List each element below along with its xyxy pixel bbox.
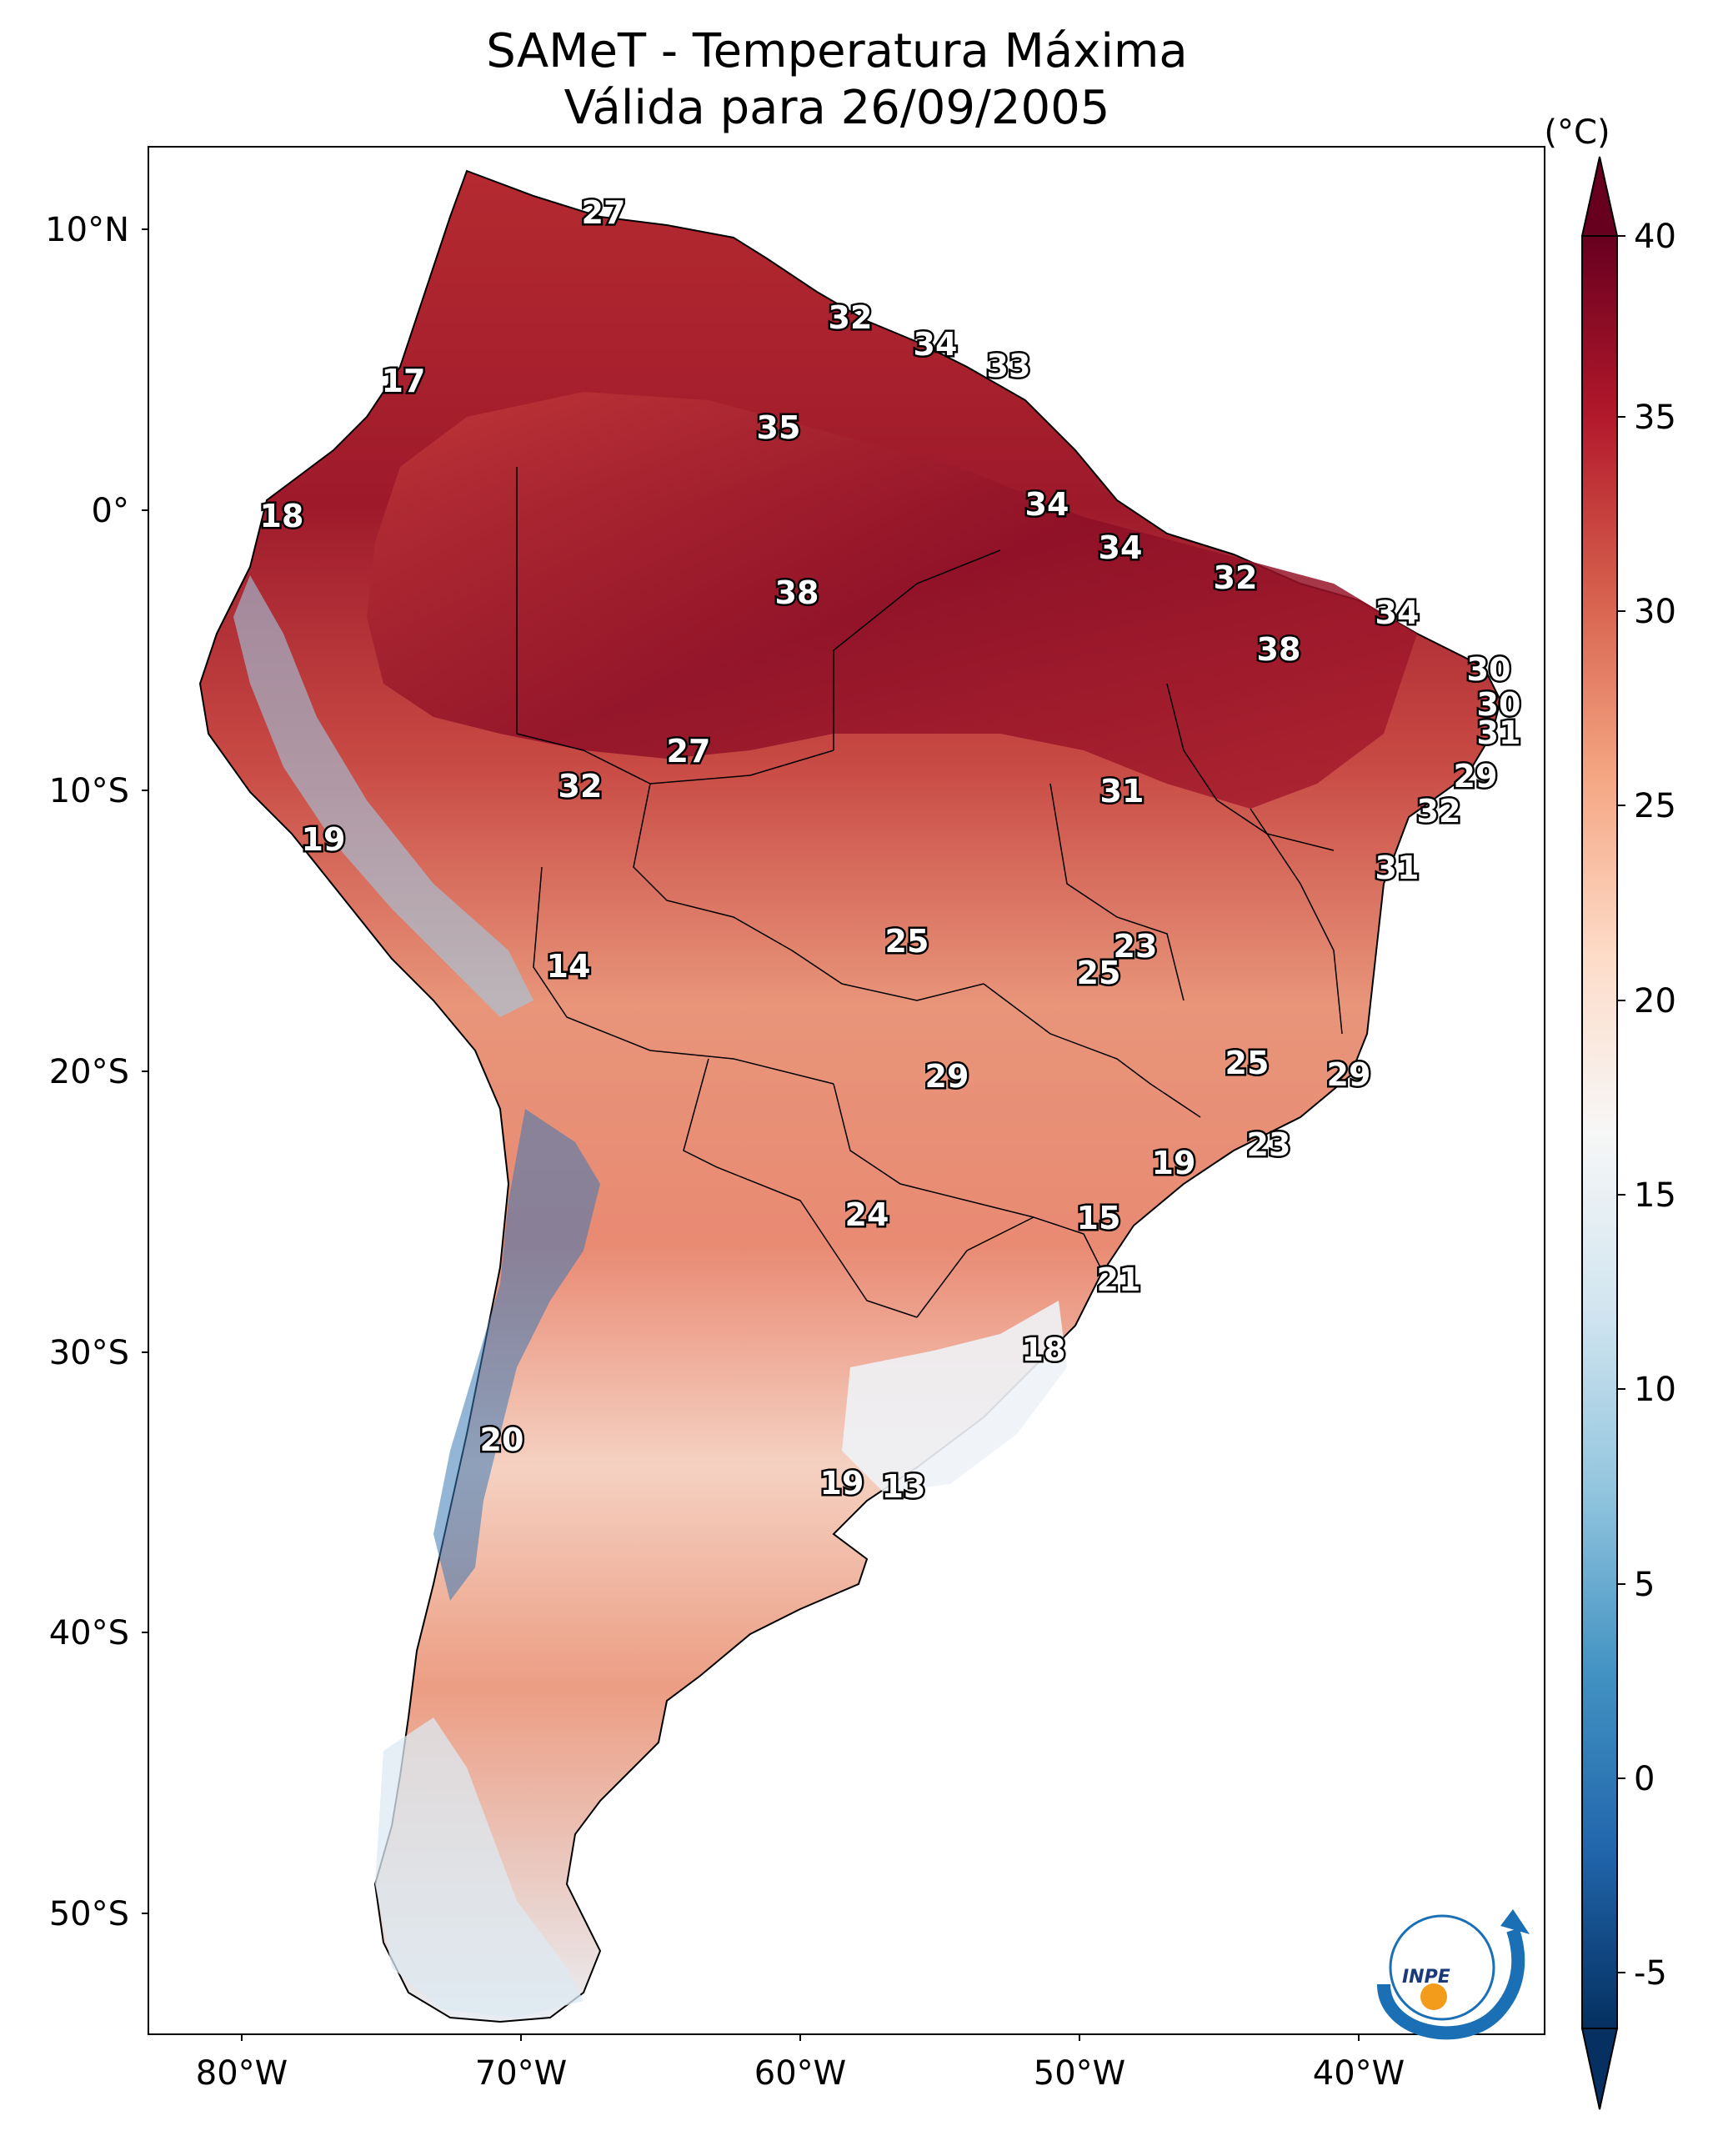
temp-label: 19 [820,1465,864,1502]
colorbar-body [1581,235,1618,2029]
temp-label: 32 [1214,559,1258,596]
temp-label: 18 [1022,1331,1066,1368]
temp-label: 14 [547,948,591,985]
lat-label-30s: 30°S [49,1334,129,1372]
colorbar-tick-label: 25 [1634,787,1676,825]
temp-label: 29 [925,1058,969,1095]
temperature-labels: 27 32 34 33 17 35 18 34 34 32 38 34 38 3… [258,193,1523,1507]
lat-label-10n: 10°N [45,211,129,249]
colorbar-tick-label: 40 [1634,218,1676,256]
temp-label: 30 [1467,651,1511,688]
temp-label: 31 [1375,850,1420,886]
lat-label-0: 0° [92,492,129,530]
temp-label: 35 [757,409,801,446]
logo-text: INPE [1402,1967,1450,1988]
temp-label: 34 [914,326,958,363]
temp-label: 19 [302,821,346,858]
temp-label: 27 [582,194,626,231]
colorbar-unit: (°C) [1544,113,1610,152]
colorbar-top-arrow [1580,156,1619,237]
lon-label-40w: 40°W [1313,2054,1405,2093]
colorbar: (°C) 40 35 30 25 20 15 10 5 0 -5 [1544,113,1676,2110]
colorbar-tick-label: 5 [1634,1566,1655,1604]
colorbar-ticks: 40 35 30 25 20 15 10 5 0 -5 [1617,218,1676,1993]
lat-label-50s: 50°S [49,1895,129,1933]
patagonia-cool [375,1717,584,2018]
temp-label: 15 [1077,1200,1121,1236]
temp-label: 23 [1247,1126,1291,1163]
andes-cool-strip-north [233,575,533,1017]
temp-label: 30 [1477,686,1521,723]
map-title-line2: Válida para 26/09/2005 [564,81,1110,135]
logo-swoosh [1377,1928,1525,2040]
colorbar-tick-label: 0 [1634,1760,1655,1798]
temp-label: 19 [1152,1145,1196,1181]
temp-label: 33 [987,348,1031,384]
temp-label: 23 [1114,928,1158,965]
plot-frame [148,146,1545,2035]
temp-label: 32 [1417,793,1461,830]
temp-label: 34 [1099,529,1143,566]
plot-area [148,147,1545,2034]
lon-label-70w: 70°W [475,2054,567,2093]
inpe-logo: INPE [1377,1909,1530,2040]
temp-label: 32 [558,768,603,805]
temp-label: 29 [1327,1056,1371,1093]
temp-label: 25 [885,923,929,960]
temp-label: 38 [775,574,819,611]
temp-label: 18 [260,498,304,534]
temp-label: 21 [1097,1261,1141,1298]
temp-label: 25 [1225,1045,1270,1081]
temp-label: 20 [480,1421,524,1458]
country-borders [516,467,1343,1318]
temp-label: 31 [1100,773,1144,810]
andes-cool-strip [433,1109,600,1601]
temp-label: 17 [382,363,426,399]
temp-label: 24 [845,1196,889,1233]
logo-orange-dot [1420,1983,1447,2010]
temp-label: 31 [1477,714,1521,751]
colorbar-tick-label: 10 [1634,1371,1676,1409]
colorbar-tick-label: 30 [1634,593,1676,631]
colorbar-tick-label: 15 [1634,1176,1676,1215]
lon-label-60w: 60°W [754,2054,846,2093]
colorbar-tick-label: -5 [1634,1954,1667,1993]
temp-label: 32 [829,299,873,336]
map-title-line1: SAMeT - Temperatura Máxima [486,24,1188,78]
lon-label-80w: 80°W [196,2054,288,2093]
temp-label: 29 [1454,758,1498,795]
logo-arrow-icon [1500,1909,1530,1934]
temp-label: 34 [1375,594,1420,631]
lon-axis: 80°W 70°W 60°W 50°W 40°W [196,2034,1405,2093]
temp-label: 25 [1077,955,1121,991]
lat-axis: 10°N 0° 10°S 20°S 30°S 40°S 50°S [45,211,148,1933]
temp-label: 34 [1025,486,1069,523]
temp-label: 38 [1257,631,1301,668]
hot-region-north [367,392,1417,809]
colorbar-tick-label: 20 [1634,982,1676,1020]
lat-label-40s: 40°S [49,1614,129,1652]
lon-label-50w: 50°W [1034,2054,1125,2093]
temp-label: 13 [882,1468,926,1505]
lat-label-20s: 20°S [49,1053,129,1091]
lat-label-10s: 10°S [49,772,129,810]
temp-label: 27 [667,733,711,770]
colorbar-bottom-arrow [1580,2028,1619,2110]
uruguay-cool [842,1301,1067,1492]
colorbar-tick-label: 35 [1634,399,1676,437]
